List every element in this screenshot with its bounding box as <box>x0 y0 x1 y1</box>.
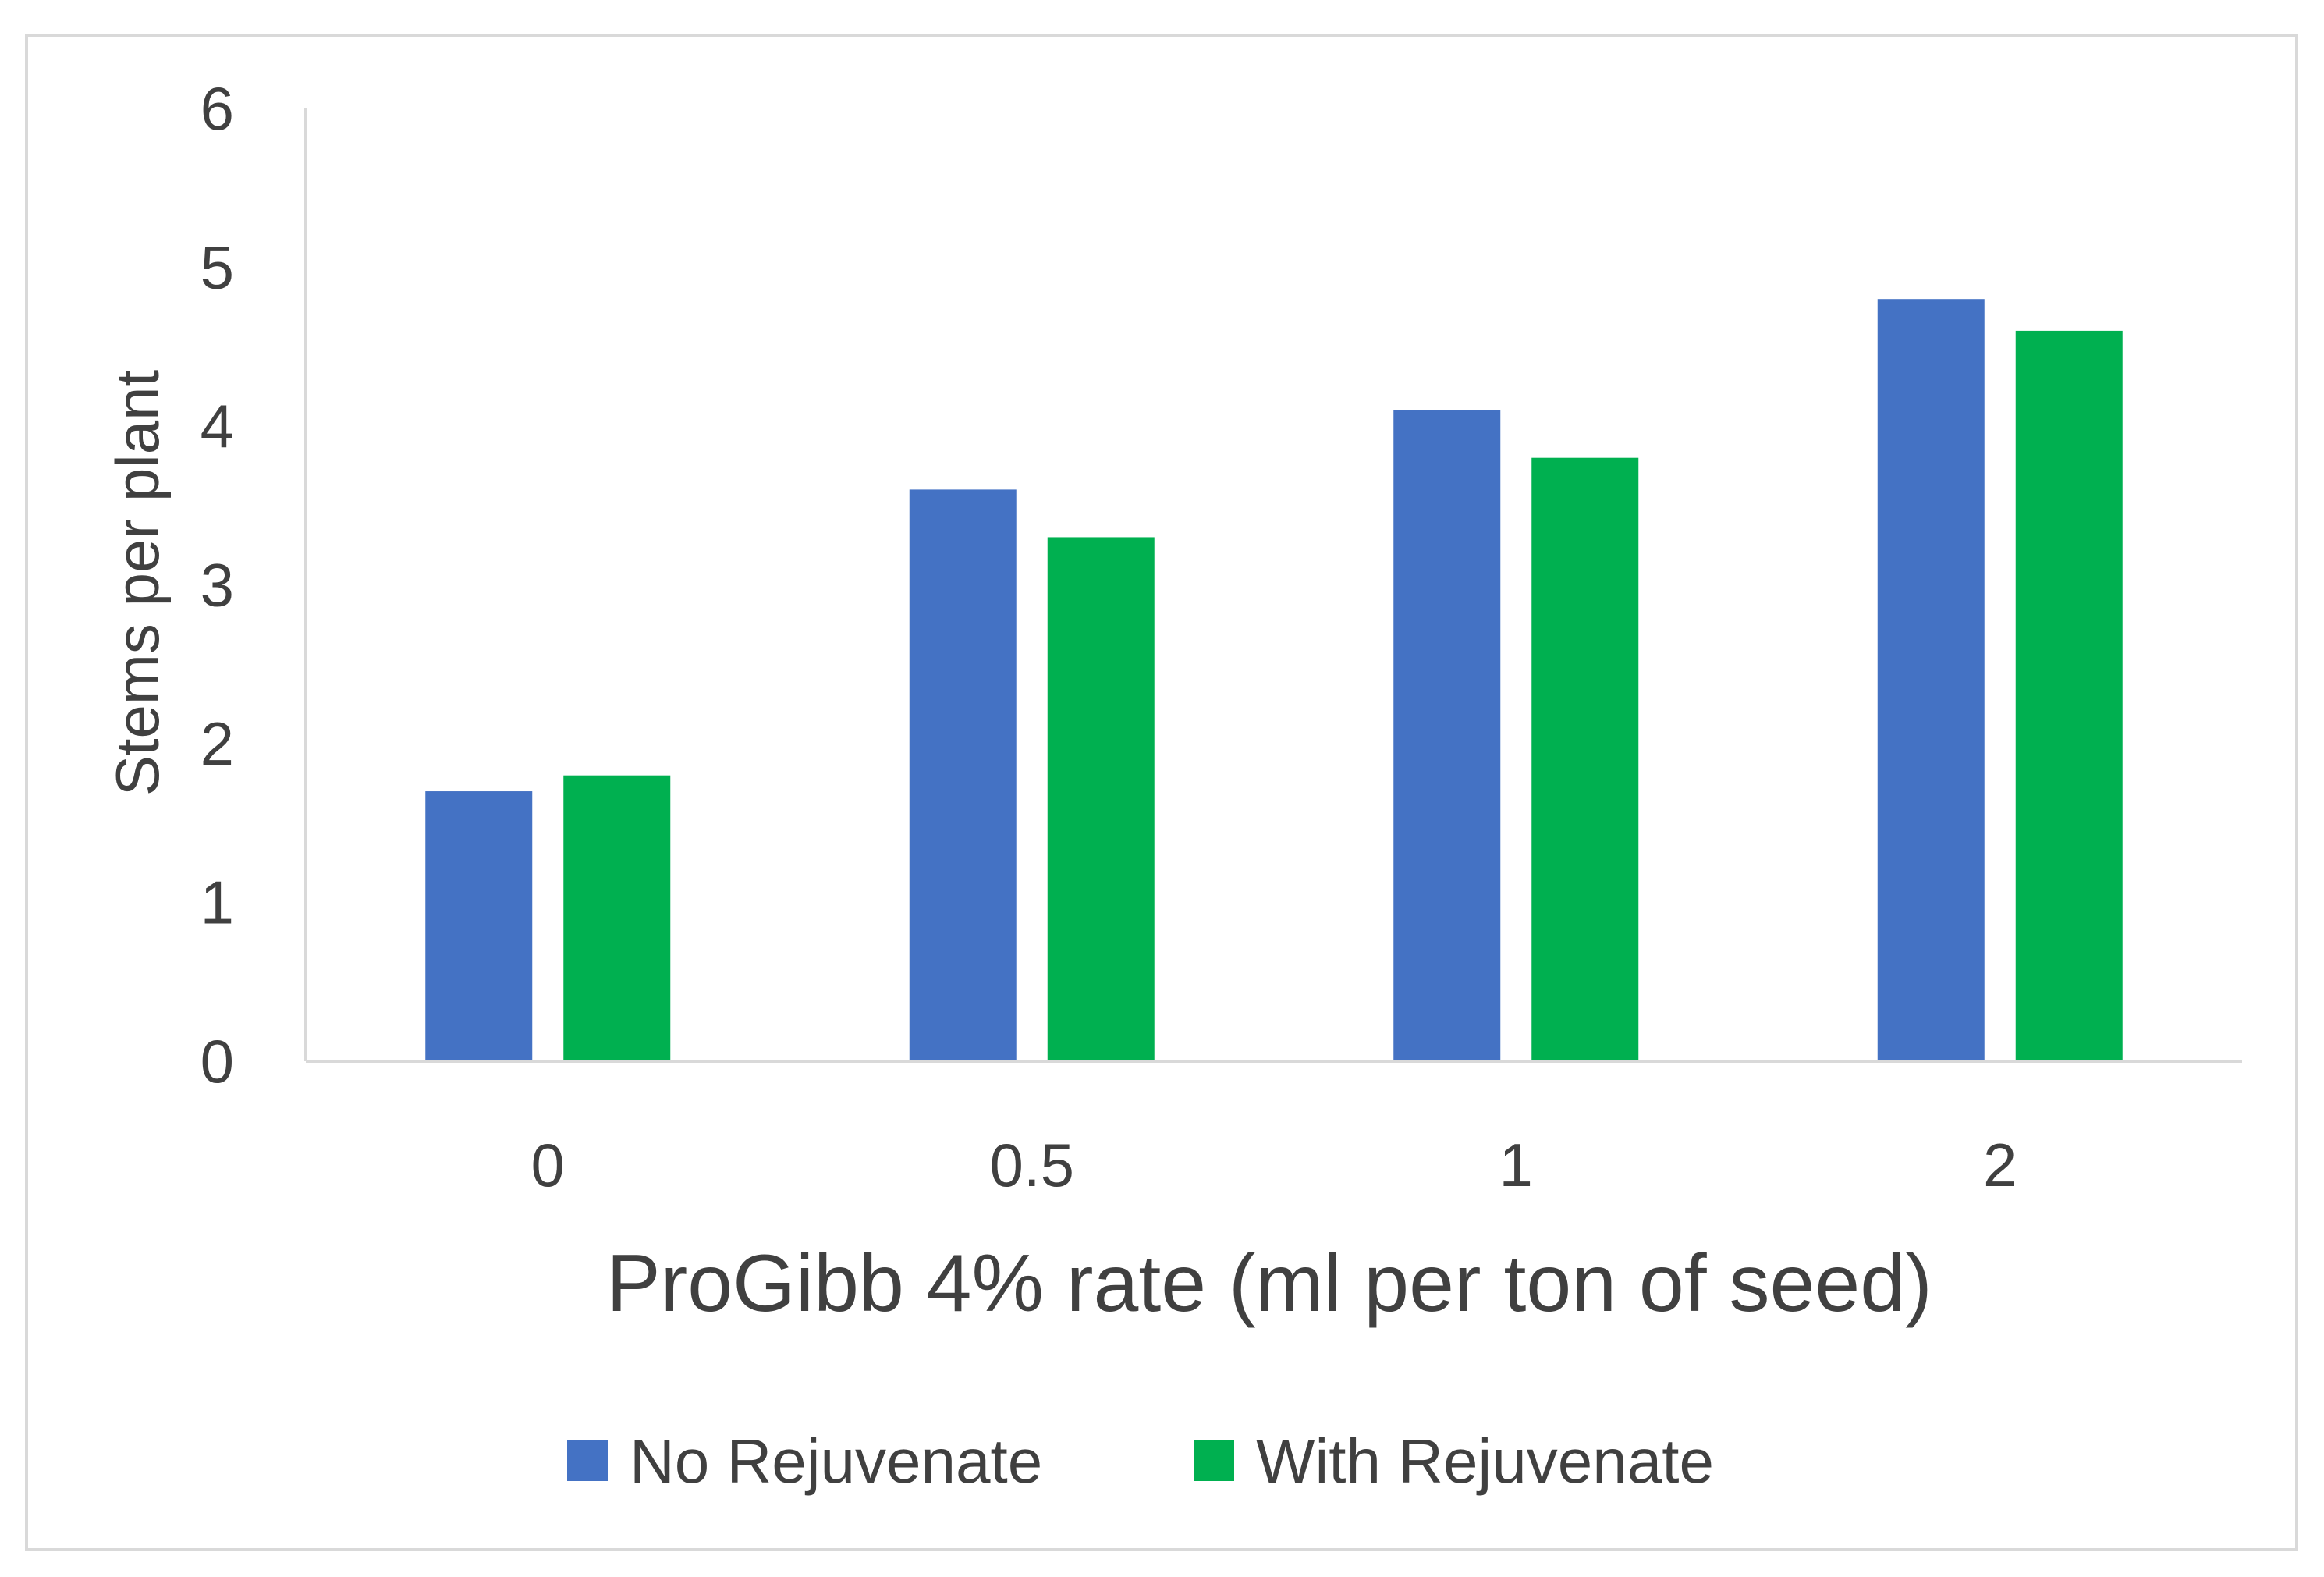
bar-with-rejuvenate-1 <box>1047 537 1155 1061</box>
legend-swatch-no-rejuvenate <box>567 1440 608 1481</box>
x-tick-label: 1 <box>1499 1131 1533 1199</box>
y-tick-label: 1 <box>200 868 234 937</box>
y-tick-label: 4 <box>200 392 234 460</box>
y-tick-label: 0 <box>200 1027 234 1096</box>
y-tick-labels: 0 1 2 3 4 5 6 <box>200 74 234 1096</box>
legend-swatch-with-rejuvenate <box>1194 1440 1234 1481</box>
bar-no-rejuvenate-1 <box>909 489 1017 1061</box>
y-tick-label: 6 <box>200 74 234 143</box>
bar-no-rejuvenate-3 <box>1877 299 1985 1061</box>
legend: No Rejuvenate With Rejuvenate <box>567 1426 1714 1496</box>
x-tick-label: 0 <box>531 1131 565 1199</box>
bar-no-rejuvenate-2 <box>1393 410 1501 1061</box>
x-tick-label: 2 <box>1983 1131 2017 1199</box>
legend-label-no-rejuvenate: No Rejuvenate <box>630 1426 1042 1496</box>
x-tick-labels: 0 0.5 1 2 <box>531 1131 2017 1199</box>
y-axis-title: Stems per plant <box>103 370 172 797</box>
bar-no-rejuvenate-0 <box>425 791 533 1061</box>
bar-with-rejuvenate-2 <box>1531 457 1639 1061</box>
y-tick-label: 3 <box>200 551 234 620</box>
x-axis-title: ProGibb 4% rate (ml per ton of seed) <box>606 1238 1932 1329</box>
axes-layer <box>304 108 2242 1063</box>
bar-with-rejuvenate-0 <box>563 775 671 1061</box>
bars-layer <box>425 299 2123 1061</box>
y-tick-label: 2 <box>200 709 234 778</box>
x-tick-label: 0.5 <box>990 1131 1074 1199</box>
legend-label-with-rejuvenate: With Rejuvenate <box>1256 1426 1714 1496</box>
y-tick-label: 5 <box>200 233 234 302</box>
bar-with-rejuvenate-3 <box>2015 330 2123 1061</box>
